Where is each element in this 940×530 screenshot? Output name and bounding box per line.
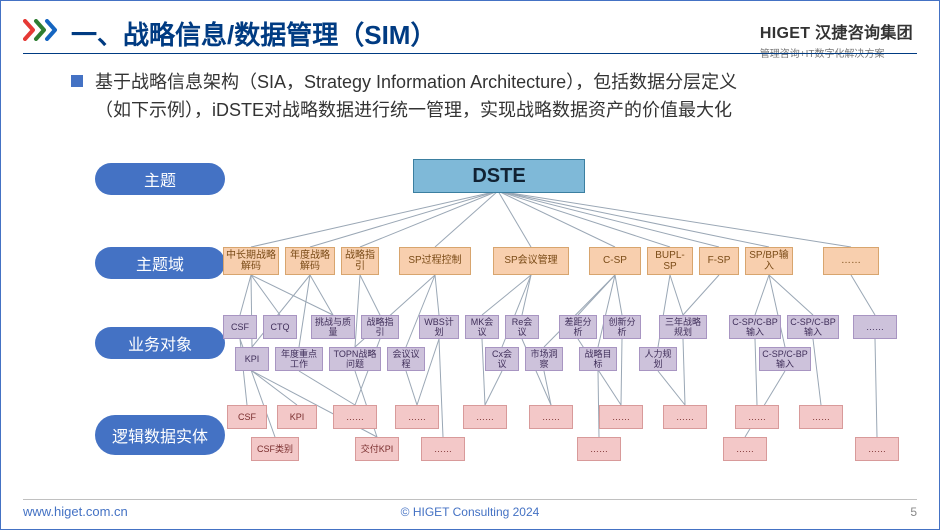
object-node: CTQ <box>263 315 297 339</box>
object-node: 挑战与质量 <box>311 315 355 339</box>
domain-node: 年度战略解码 <box>285 247 335 275</box>
entity-node: …… <box>855 437 899 461</box>
object-node: 战略目标 <box>579 347 617 371</box>
object-node: WBS计划 <box>419 315 459 339</box>
entity-node: …… <box>421 437 465 461</box>
domain-node: 中长期战略解码 <box>223 247 279 275</box>
entity-node: …… <box>799 405 843 429</box>
slide-title: 一、战略信息/数据管理（SIM） <box>71 15 436 52</box>
root-node: DSTE <box>413 159 585 193</box>
object-node: TOPN战略问题 <box>329 347 381 371</box>
object-node: CSF <box>223 315 257 339</box>
level-label: 主题域 <box>95 247 225 279</box>
domain-node: SP过程控制 <box>399 247 471 275</box>
object-node: 差距分析 <box>559 315 597 339</box>
object-node: 人力规划 <box>639 347 677 371</box>
slide-footer: www.higet.com.cn © HIGET Consulting 2024… <box>23 499 917 521</box>
object-node: 创新分析 <box>603 315 641 339</box>
footer-page: 5 <box>910 505 917 519</box>
body-line-2: （如下示例），iDSTE对战略数据进行统一管理，实现战略数据资产的价值最大化 <box>95 100 732 120</box>
entity-node: …… <box>723 437 767 461</box>
domain-node: SP/BP输入 <box>745 247 793 275</box>
level-label: 主题 <box>95 163 225 195</box>
entity-node: …… <box>663 405 707 429</box>
entity-node: …… <box>333 405 377 429</box>
object-node: 三年战略规划 <box>659 315 707 339</box>
object-node: 战略指引 <box>361 315 399 339</box>
domain-node: C-SP <box>589 247 641 275</box>
entity-node: KPI <box>277 405 317 429</box>
object-node: 市场洞察 <box>525 347 563 371</box>
header-rule <box>23 53 917 54</box>
footer-copyright: © HIGET Consulting 2024 <box>23 505 917 519</box>
entity-node: …… <box>529 405 573 429</box>
object-node: C-SP/C-BP输入 <box>729 315 781 339</box>
hierarchy-diagram: 主题主题域业务对象逻辑数据实体DSTE中长期战略解码年度战略解码战略指引SP过程… <box>23 147 919 491</box>
object-node: KPI <box>235 347 269 371</box>
object-node: 会议议程 <box>387 347 425 371</box>
entity-node: …… <box>463 405 507 429</box>
entity-node: …… <box>395 405 439 429</box>
level-label: 业务对象 <box>95 327 225 359</box>
level-label: 逻辑数据实体 <box>95 415 225 455</box>
domain-node: BUPL-SP <box>647 247 693 275</box>
object-node: Re会议 <box>505 315 539 339</box>
domain-node: 战略指引 <box>341 247 379 275</box>
entity-node: CSF类别 <box>251 437 299 461</box>
object-node: C-SP/C-BP输入 <box>759 347 811 371</box>
header-chevrons-icon <box>23 19 67 41</box>
entity-node: 交付KPI <box>355 437 399 461</box>
object-node: C-SP/C-BP输入 <box>787 315 839 339</box>
object-node: 年度重点工作 <box>275 347 323 371</box>
body-line-1: 基于战略信息架构（SIA，Strategy Information Archit… <box>95 72 737 92</box>
object-node: …… <box>853 315 897 339</box>
entity-node: …… <box>577 437 621 461</box>
entity-node: CSF <box>227 405 267 429</box>
domain-node: …… <box>823 247 879 275</box>
entity-node: …… <box>735 405 779 429</box>
bullet-square-icon <box>71 75 83 87</box>
domain-node: F-SP <box>699 247 739 275</box>
body-paragraph: 基于战略信息架构（SIA，Strategy Information Archit… <box>95 69 889 125</box>
domain-node: SP会议管理 <box>493 247 569 275</box>
object-node: MK会议 <box>465 315 499 339</box>
object-node: Cx会议 <box>485 347 519 371</box>
entity-node: …… <box>599 405 643 429</box>
